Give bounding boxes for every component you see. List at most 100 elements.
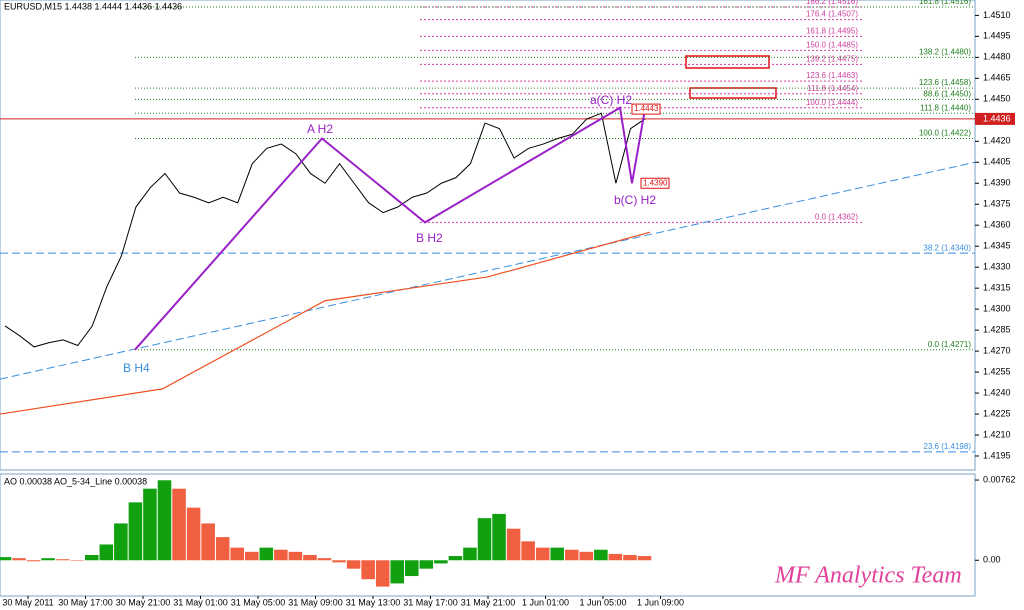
y-tick-label: 1.4240 <box>983 387 1011 397</box>
y-tick-label: 1.4210 <box>983 429 1011 439</box>
ao-bar <box>99 544 114 561</box>
ao-bar <box>128 502 143 561</box>
ao-bar <box>317 558 332 561</box>
y-tick-label: 1.4195 <box>983 450 1011 460</box>
ao-header: AO 0.00038 AO_5-34_Line 0.00038 <box>4 476 147 486</box>
x-tick-label: 30 May 2011 <box>2 597 53 607</box>
chart-header: EURUSD,M15 1.4438 1.4444 1.4436 1.4436 <box>4 1 182 11</box>
y-tick-label: 1.4345 <box>983 241 1011 251</box>
y-tick-label: 1.4465 <box>983 73 1011 83</box>
fib-label: 0.0 (1.4362) <box>815 213 858 222</box>
ao-bar <box>361 560 375 580</box>
ao-bar <box>332 560 346 563</box>
fib-label: 138.2 (1.4480) <box>919 47 971 56</box>
ao-bar <box>521 541 535 561</box>
y-tick-label: 1.4270 <box>983 345 1011 355</box>
ao-bar <box>288 551 303 561</box>
ao-bar <box>565 549 579 561</box>
ao-bar <box>215 537 230 561</box>
x-tick-label: 31 May 21:00 <box>461 597 516 607</box>
ao-bar <box>579 551 594 561</box>
fib-label: 139.2 (1.4475) <box>806 54 858 63</box>
y-tick-label: 1.4375 <box>983 199 1011 209</box>
y-tick-label: 1.4255 <box>983 366 1011 376</box>
zigzag <box>134 106 646 351</box>
y-tick-label: 1.4405 <box>983 157 1011 167</box>
ao-bar <box>375 560 390 587</box>
price-tag <box>631 103 661 115</box>
ao-bar <box>85 555 99 561</box>
ao-bar <box>550 547 564 561</box>
ao-bar <box>230 547 244 561</box>
x-tick-label: 1 Jun 01:00 <box>522 597 569 607</box>
y-tick-label: 1.4420 <box>983 136 1011 146</box>
ao-bar <box>608 553 623 561</box>
ao-bar <box>26 560 41 562</box>
trendline <box>0 161 976 380</box>
annotation: a(C) H2 <box>590 93 632 107</box>
ao-bar <box>303 555 317 561</box>
fib-label: 123.6 (1.4458) <box>919 78 971 87</box>
fib-label: 186.2 (1.4516) <box>806 0 858 6</box>
ao-bar <box>492 513 506 561</box>
moving-average <box>0 231 651 415</box>
ao-bar <box>259 547 274 561</box>
fib-label: 176.4 (1.4507) <box>806 10 858 19</box>
x-tick-label: 31 May 01:00 <box>173 597 228 607</box>
ao-bar <box>143 488 157 561</box>
fib-label: 0.0 (1.4271) <box>928 340 971 349</box>
ao-bar <box>448 556 463 561</box>
ao-bar <box>637 556 652 561</box>
annotation: b(C) H2 <box>614 193 656 207</box>
ao-bar <box>390 560 404 584</box>
price-line-series <box>4 112 646 348</box>
y-tick-label: 1.4510 <box>983 10 1011 20</box>
ao-bar <box>346 560 361 569</box>
fib-label: 100.0 (1.4422) <box>919 129 971 138</box>
ao-bar <box>70 560 84 561</box>
ao-bar <box>41 558 55 561</box>
ao-bar <box>172 488 186 561</box>
ao-bar <box>157 480 172 561</box>
ao-bar <box>623 555 637 561</box>
y-tick-label: 1.4315 <box>983 283 1011 293</box>
fib-label: 23.6 (1.4198) <box>923 442 971 451</box>
ao-bar <box>405 560 419 577</box>
ao-bar <box>274 549 288 561</box>
x-tick-label: 30 May 17:00 <box>58 597 113 607</box>
ao-bar <box>419 560 434 569</box>
annotation: B H2 <box>416 231 443 245</box>
ao-bar <box>114 523 128 561</box>
ao-bar <box>55 559 70 561</box>
fib-label: 111.8 (1.4440) <box>920 103 971 112</box>
ao-bar <box>12 558 26 561</box>
x-tick-label: 31 May 05:00 <box>231 597 286 607</box>
price-tag-label: 1.4390 <box>643 178 668 187</box>
y-tick-label: 1.4360 <box>983 220 1011 230</box>
fib-label: 111.8 (1.4454) <box>807 84 858 93</box>
fib-label: 161.8 (1.4495) <box>806 26 858 35</box>
ao-bar <box>477 518 492 561</box>
ao-bar <box>0 557 12 561</box>
x-tick-label: 31 May 13:00 <box>346 597 401 607</box>
ao-bar <box>186 507 201 561</box>
fib-label: 150.0 (1.4485) <box>806 40 858 49</box>
y-tick-label: 1.4285 <box>983 324 1011 334</box>
x-tick-label: 31 May 09:00 <box>288 597 343 607</box>
fib-label: 161.8 (1.4516) <box>919 0 971 6</box>
x-tick-label: 1 Jun 09:00 <box>637 597 684 607</box>
fib-label: 100.0 (1.4444) <box>806 98 858 107</box>
ao-bar <box>594 549 608 561</box>
y-tick-label: 1.4330 <box>983 262 1011 272</box>
price-pane <box>0 0 976 471</box>
x-tick-label: 1 Jun 05:00 <box>579 597 626 607</box>
y-tick-label: 1.4480 <box>983 52 1011 62</box>
annotation: A H2 <box>307 122 333 136</box>
ao-bar <box>245 551 259 561</box>
y-tick-label: 1.4225 <box>983 408 1011 418</box>
ao-tick-label: 0.00 <box>983 555 1001 565</box>
ao-bar <box>201 523 215 561</box>
ao-tick-label: 0.00762 <box>983 474 1016 484</box>
watermark: MF Analytics Team <box>774 563 962 589</box>
